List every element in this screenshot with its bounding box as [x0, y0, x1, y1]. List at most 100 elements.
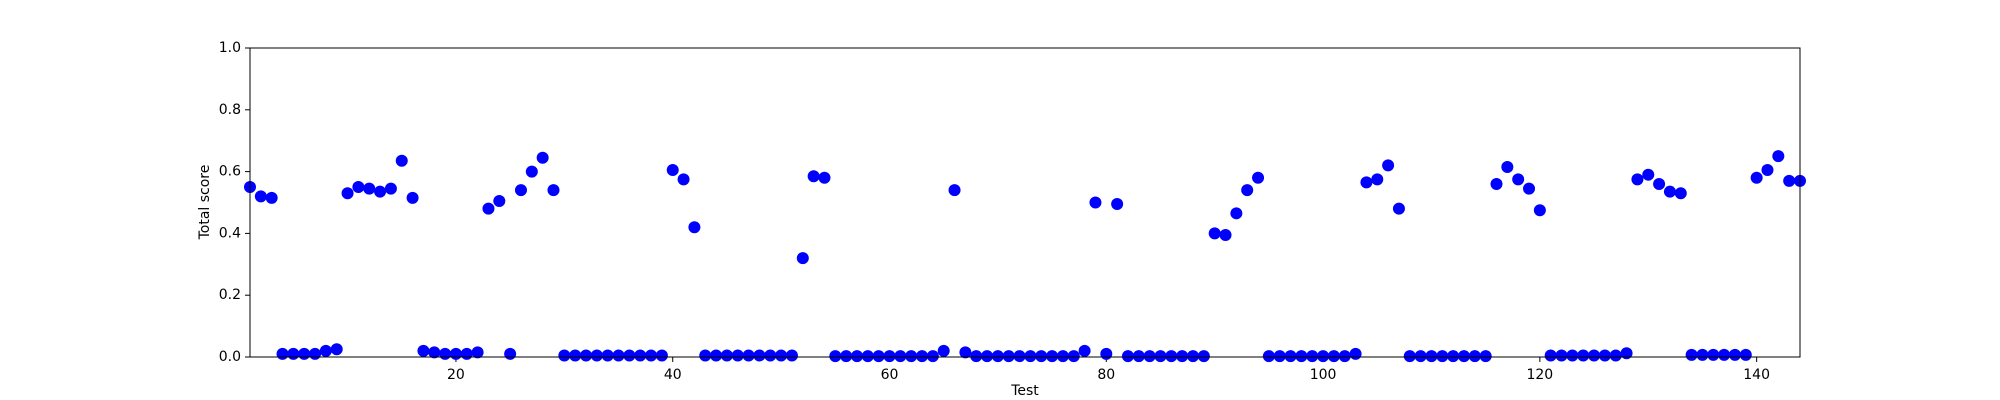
point: [926, 350, 939, 363]
point: [905, 350, 918, 363]
point: [1046, 350, 1059, 363]
point: [449, 347, 462, 360]
y-tick-label: 0.8: [219, 102, 241, 118]
x-tick-label: 100: [1310, 367, 1337, 383]
y-tick-label: 1.0: [219, 40, 241, 56]
point: [991, 350, 1004, 363]
point: [1403, 350, 1416, 363]
point: [254, 190, 267, 203]
point: [1002, 350, 1015, 363]
point: [1663, 185, 1676, 198]
point: [1327, 350, 1340, 363]
point: [590, 349, 603, 362]
point: [1425, 350, 1438, 363]
x-tick-label: 80: [1097, 367, 1115, 383]
point: [287, 347, 300, 360]
point: [1566, 349, 1579, 362]
point: [645, 349, 658, 362]
point: [1197, 350, 1210, 363]
point: [384, 182, 397, 195]
point: [1609, 349, 1622, 362]
point: [1306, 350, 1319, 363]
point: [1457, 350, 1470, 363]
point: [753, 349, 766, 362]
point: [1262, 350, 1275, 363]
point: [731, 349, 744, 362]
y-tick-label: 0.4: [219, 225, 241, 241]
point: [1035, 350, 1048, 363]
point: [796, 252, 809, 265]
point: [1154, 350, 1167, 363]
point: [612, 349, 625, 362]
point: [1089, 196, 1102, 209]
point: [363, 182, 376, 195]
point: [1121, 350, 1134, 363]
point: [547, 184, 560, 197]
point: [872, 350, 885, 363]
point: [1772, 150, 1785, 163]
point: [785, 349, 798, 362]
point: [395, 154, 408, 167]
point: [1111, 198, 1124, 211]
point: [1761, 164, 1774, 177]
point: [601, 349, 614, 362]
point: [1436, 350, 1449, 363]
point: [883, 350, 896, 363]
point: [861, 350, 874, 363]
point: [981, 350, 994, 363]
point: [1219, 228, 1232, 241]
point: [720, 349, 733, 362]
point: [504, 347, 517, 360]
point: [265, 191, 278, 204]
point: [775, 349, 788, 362]
point: [1501, 160, 1514, 173]
point: [1490, 177, 1503, 190]
point: [959, 346, 972, 359]
point: [1685, 348, 1698, 361]
point: [1187, 350, 1200, 363]
point: [688, 221, 701, 234]
point: [666, 164, 679, 177]
x-tick-label: 20: [447, 367, 465, 383]
point: [1414, 350, 1427, 363]
point: [525, 165, 538, 178]
point: [1555, 349, 1568, 362]
point: [807, 170, 820, 183]
point: [374, 185, 387, 198]
point: [1165, 350, 1178, 363]
point: [1750, 171, 1763, 184]
point: [1208, 227, 1221, 240]
point: [634, 349, 647, 362]
point: [319, 344, 332, 357]
point: [1241, 184, 1254, 197]
point: [569, 349, 582, 362]
point: [341, 187, 354, 200]
point: [406, 191, 419, 204]
point: [1317, 350, 1330, 363]
point: [818, 171, 831, 184]
point: [1382, 159, 1395, 172]
point: [1696, 348, 1709, 361]
point: [1739, 348, 1752, 361]
point: [1631, 173, 1644, 186]
point: [298, 347, 311, 360]
point: [482, 202, 495, 215]
point: [1598, 349, 1611, 362]
point: [1674, 187, 1687, 200]
point: [829, 350, 842, 363]
point: [937, 344, 950, 357]
point: [1620, 347, 1633, 360]
point: [1360, 176, 1373, 189]
point: [1252, 171, 1265, 184]
y-axis-label: Total score: [197, 165, 213, 241]
point: [710, 349, 723, 362]
point: [1295, 350, 1308, 363]
point: [1273, 350, 1286, 363]
point: [916, 350, 929, 363]
point: [1013, 350, 1026, 363]
point: [840, 350, 853, 363]
point: [276, 347, 289, 360]
point: [1783, 174, 1796, 187]
